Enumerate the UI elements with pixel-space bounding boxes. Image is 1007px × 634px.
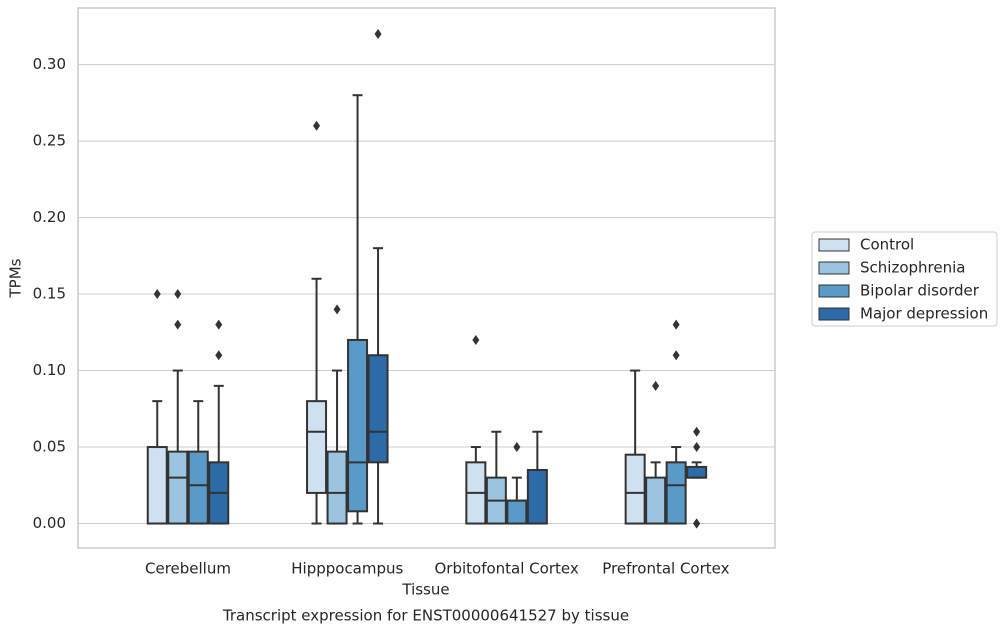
box [167,450,189,525]
chart-title: Transcript expression for ENST0000064152… [222,607,629,625]
box [624,453,646,525]
box-group [485,430,507,525]
box [146,446,168,525]
box-group [645,380,667,525]
y-tick-label: 0.15 [33,285,66,303]
outlier [174,319,182,330]
box-group [347,94,369,525]
outlier [153,289,161,300]
y-tick-label: 0.05 [33,438,66,456]
box [686,465,708,479]
x-axis-label: Tissue [401,581,449,599]
outlier [374,29,382,40]
outlier [672,319,680,330]
legend-label: Control [860,236,914,254]
outlier [513,442,521,453]
legend-label: Bipolar disorder [860,282,980,300]
box-group [526,430,548,525]
box [506,499,528,525]
box-group [624,369,646,525]
legend-label: Major depression [860,305,988,323]
y-tick-label: 0.30 [33,55,66,73]
legend: Control Schizophrenia Bipolar disorder Majo… [811,231,998,327]
box-group [367,29,389,525]
y-tick-label: 0.20 [33,208,66,226]
legend-swatch [818,284,850,298]
box-group [208,319,230,525]
box [306,400,328,494]
box [347,338,369,513]
box [367,354,389,464]
box [326,450,348,525]
x-tick-label: Orbitofontal Cortex [434,560,578,578]
box [645,476,667,525]
box [526,468,548,525]
box-group [465,334,487,525]
box-group [686,426,708,529]
box-group [146,289,168,525]
box-group [187,400,209,525]
x-tick-label: Cerebellum [145,560,231,578]
legend-swatch [818,238,850,252]
box-group [326,304,348,525]
legend-swatch [818,261,850,275]
outlier [215,319,223,330]
box-group [506,442,528,525]
legend-label: Schizophrenia [860,259,965,277]
box-group [167,289,189,525]
outlier [693,518,701,529]
outlier [693,426,701,437]
outlier [215,350,223,361]
box [665,461,687,525]
outlier [652,380,660,391]
y-tick-label: 0.25 [33,132,66,150]
x-tick-label: Hipppocampus [291,560,403,578]
y-tick-label: 0.10 [33,361,66,379]
y-axis-label: TPMs [7,258,25,298]
outlier [693,442,701,453]
box [187,450,209,525]
outlier [672,350,680,361]
outlier [333,304,341,315]
box-group [306,120,328,525]
outlier [174,289,182,300]
x-tick-label: Prefrontal Cortex [602,560,729,578]
box-group [665,319,687,525]
legend-frame [811,231,998,327]
y-tick-label: 0.00 [33,514,66,532]
legend-swatch [818,307,850,321]
plot-frame [77,7,776,549]
outlier [313,120,321,131]
outlier [472,334,480,345]
